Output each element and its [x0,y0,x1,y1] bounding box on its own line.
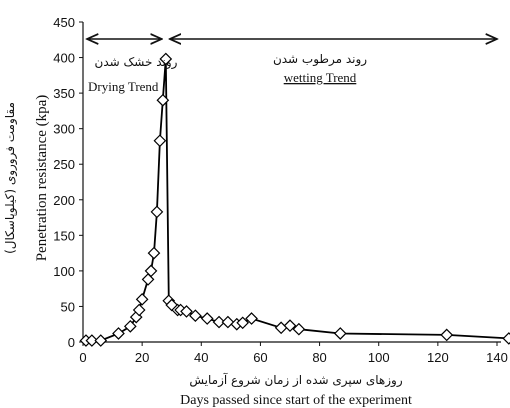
x-tick-label: 60 [253,350,267,365]
x-tick-label: 80 [312,350,326,365]
y-tick-label: 150 [53,228,75,243]
data-point [440,328,454,342]
data-point [132,303,146,317]
drying-trend-label-fa: روند خشک شدن [95,55,178,70]
y-tick-label: 0 [68,335,75,350]
y-tick-label: 100 [53,264,75,279]
x-tick-label: 0 [79,350,86,365]
data-point [156,93,170,107]
data-point [236,316,250,330]
data-point [502,332,510,345]
x-tick-label: 140 [486,350,508,365]
data-point [189,309,202,323]
data-point [147,246,161,260]
data-point [333,327,347,340]
data-point [112,327,125,340]
data-point [153,134,167,148]
x-tick-label: 100 [368,350,390,365]
data-point [274,321,288,335]
x-tick-label: 40 [194,350,208,365]
y-tick-label: 200 [53,193,75,208]
data-point [150,205,164,219]
drying-trend-label-en: Drying Trend [88,79,159,94]
data-point [135,292,149,306]
data-point [94,334,108,347]
y-tick-label: 250 [53,157,75,172]
series-line [86,58,509,342]
y-tick-label: 450 [53,15,75,30]
data-point [85,334,99,347]
data-point [200,312,214,325]
data-point [292,322,306,336]
y-axis-label-en: Penetration resistance (kpa) [34,95,50,262]
y-axis-label-fa: مقاومت فروروی (کیلوپاسکال) [3,102,18,254]
y-tick-label: 50 [61,299,75,314]
data-point [245,312,258,325]
y-tick-label: 300 [53,122,75,137]
x-tick-label: 120 [427,350,449,365]
y-tick-label: 400 [53,51,75,66]
data-point [180,305,193,318]
data-point [144,264,158,278]
x-axis-label-fa: روزهای سپری شده از زمان شروع آزمایش [189,372,402,388]
y-tick-label: 350 [53,86,75,101]
data-point [283,319,297,332]
data-point [159,52,173,66]
data-point [123,320,137,333]
wetting-trend-label-fa: روند مرطوب شدن [273,52,367,67]
x-tick-label: 20 [135,350,149,365]
data-point [212,315,226,329]
x-axis-label-en: Days passed since start of the experimen… [180,393,412,408]
data-point [221,315,235,329]
wetting-trend-label-en: wetting Trend [284,70,357,85]
